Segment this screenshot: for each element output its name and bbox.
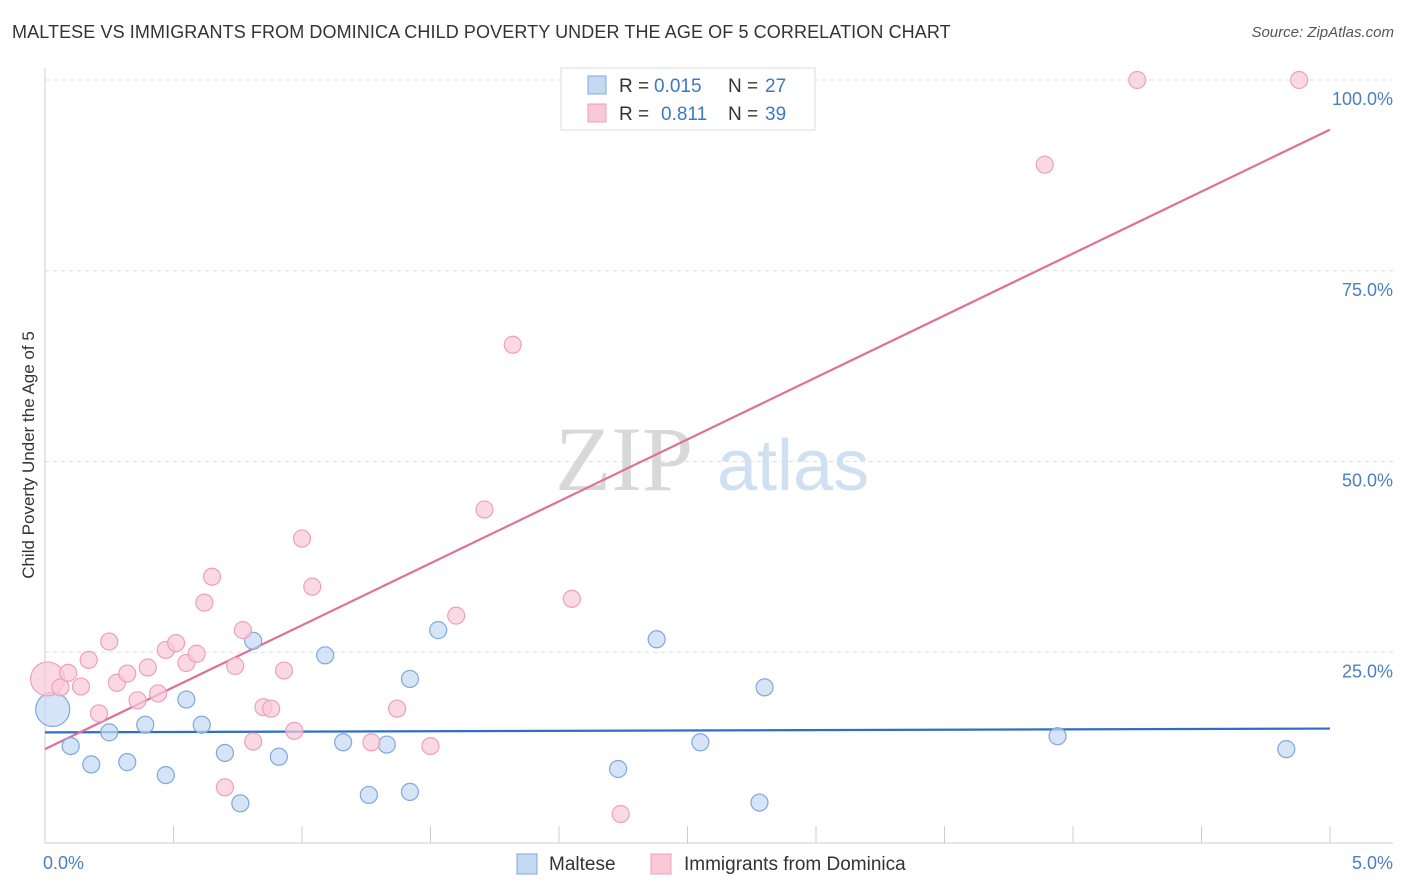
series-legend: Maltese Immigrants from Dominica bbox=[516, 853, 906, 875]
point-dominica bbox=[51, 678, 70, 697]
point-dominica bbox=[166, 633, 186, 653]
point-maltese bbox=[647, 630, 666, 649]
point-dominica bbox=[1035, 155, 1054, 174]
legend-swatch-maltese bbox=[587, 75, 607, 95]
point-maltese bbox=[269, 747, 288, 766]
point-dominica bbox=[562, 589, 581, 608]
y-tick-label: 50.0% bbox=[1342, 471, 1393, 491]
point-dominica bbox=[187, 644, 206, 663]
point-maltese bbox=[35, 691, 71, 728]
point-maltese bbox=[118, 753, 137, 772]
point-dominica bbox=[262, 699, 281, 718]
legend-n-label-maltese: N = bbox=[728, 76, 758, 97]
point-maltese bbox=[334, 733, 353, 752]
point-dominica bbox=[59, 663, 78, 682]
legend-n-value-maltese: 27 bbox=[765, 76, 786, 97]
point-maltese bbox=[316, 646, 335, 665]
y-tick-label: 25.0% bbox=[1342, 661, 1393, 681]
point-dominica bbox=[292, 529, 312, 548]
series-legend-swatch-dominica bbox=[650, 853, 672, 875]
chart-title: MALTESE VS IMMIGRANTS FROM DOMINICA CHIL… bbox=[12, 22, 951, 42]
point-dominica bbox=[475, 500, 494, 519]
legend-r-label-maltese: R = bbox=[619, 76, 649, 97]
point-maltese bbox=[192, 715, 211, 734]
point-dominica bbox=[215, 778, 234, 797]
point-maltese bbox=[691, 733, 710, 752]
series-legend-label-dominica: Immigrants from Dominica bbox=[684, 854, 906, 875]
point-dominica bbox=[148, 684, 168, 703]
point-dominica bbox=[362, 733, 381, 752]
watermark-atlas: atlas bbox=[717, 426, 869, 506]
point-dominica bbox=[503, 335, 522, 354]
legend-n-value-dominica: 39 bbox=[765, 104, 786, 125]
legend-swatch-dominica bbox=[587, 103, 607, 123]
legend-r-value-dominica: 0.811 bbox=[661, 104, 707, 125]
point-maltese bbox=[609, 759, 628, 779]
point-maltese bbox=[215, 743, 234, 763]
point-dominica bbox=[226, 656, 245, 676]
point-maltese bbox=[156, 765, 175, 785]
point-maltese bbox=[429, 621, 448, 640]
trend-line-dominica bbox=[44, 128, 1331, 751]
trend-line-maltese bbox=[44, 727, 1331, 734]
point-dominica bbox=[421, 736, 440, 756]
point-dominica bbox=[71, 677, 91, 696]
point-dominica bbox=[195, 593, 214, 612]
legend-n-label-dominica: N = bbox=[728, 104, 758, 125]
point-maltese bbox=[750, 793, 769, 812]
point-maltese bbox=[231, 794, 250, 813]
series-legend-label-maltese: Maltese bbox=[549, 854, 616, 875]
point-maltese bbox=[1048, 727, 1067, 746]
stats-legend: R = 0.015 N = 27 R = 0.811 N = 39 bbox=[560, 67, 816, 131]
point-dominica bbox=[285, 721, 304, 740]
y-tick-labels: 25.0% 50.0% 75.0% 100.0% bbox=[1332, 89, 1393, 681]
x-tick-label-min: 0.0% bbox=[43, 853, 84, 873]
point-maltese bbox=[400, 782, 420, 801]
legend-r-label-dominica: R = bbox=[619, 104, 649, 125]
point-maltese bbox=[377, 735, 396, 754]
trend-lines bbox=[44, 128, 1331, 751]
x-axis-ticks bbox=[173, 826, 1331, 843]
point-maltese bbox=[177, 690, 196, 709]
point-dominica bbox=[447, 606, 466, 625]
point-dominica bbox=[100, 632, 119, 651]
point-dominica bbox=[1290, 70, 1309, 90]
point-dominica bbox=[244, 732, 263, 751]
point-dominica bbox=[202, 567, 222, 586]
point-maltese bbox=[1277, 740, 1296, 759]
point-dominica bbox=[118, 664, 137, 683]
point-dominica bbox=[138, 658, 157, 677]
point-dominica bbox=[89, 704, 109, 723]
series-legend-swatch-maltese bbox=[516, 853, 538, 875]
point-dominica bbox=[233, 621, 252, 640]
point-maltese bbox=[100, 723, 119, 742]
point-dominica bbox=[611, 804, 630, 824]
y-axis-label: Child Poverty Under the Age of 5 bbox=[19, 331, 38, 579]
y-tick-label: 75.0% bbox=[1342, 280, 1393, 300]
point-dominica bbox=[79, 650, 98, 669]
point-dominica bbox=[303, 577, 322, 596]
source-label: Source: ZipAtlas.com bbox=[1251, 24, 1394, 41]
point-maltese bbox=[400, 669, 420, 689]
point-maltese bbox=[61, 736, 80, 756]
watermark-zip: ZIP bbox=[555, 408, 693, 510]
point-dominica bbox=[274, 661, 294, 680]
point-maltese bbox=[82, 755, 101, 774]
point-maltese bbox=[136, 715, 155, 734]
scatter-points bbox=[29, 70, 1309, 824]
x-tick-label-max: 5.0% bbox=[1352, 853, 1393, 873]
y-tick-label: 100.0% bbox=[1332, 89, 1393, 109]
point-dominica bbox=[387, 699, 407, 718]
point-maltese bbox=[359, 785, 378, 805]
point-dominica bbox=[128, 691, 147, 710]
legend-r-value-maltese: 0.015 bbox=[654, 76, 702, 97]
point-dominica bbox=[1128, 70, 1147, 90]
point-maltese bbox=[755, 678, 774, 697]
grid-lines bbox=[45, 79, 1393, 653]
